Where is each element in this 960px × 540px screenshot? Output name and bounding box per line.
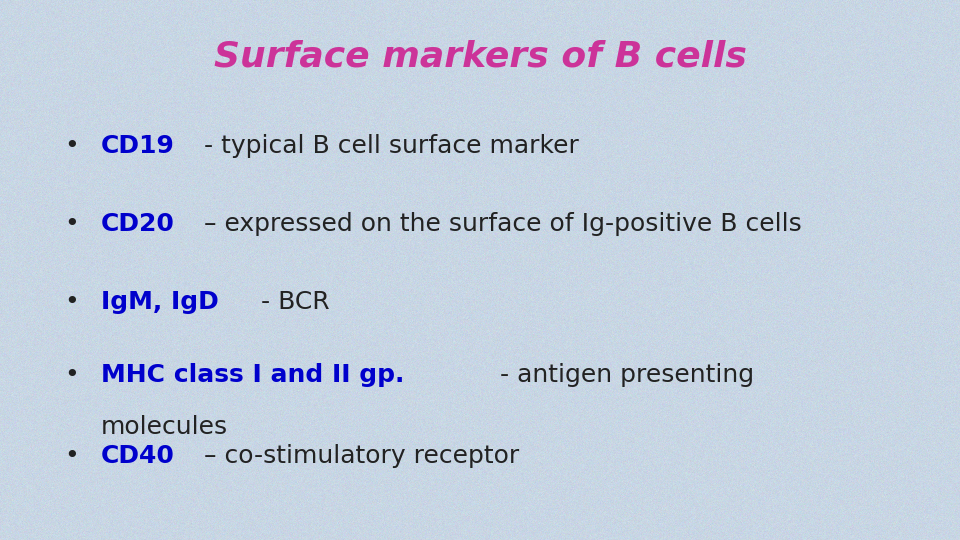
Text: - BCR: - BCR [252,291,329,314]
Text: CD20: CD20 [101,212,175,236]
Text: •: • [64,291,80,314]
Text: – expressed on the surface of Ig-positive B cells: – expressed on the surface of Ig-positiv… [196,212,802,236]
Text: - antigen presenting: - antigen presenting [492,363,755,387]
Text: MHC class I and II gp.: MHC class I and II gp. [101,363,404,387]
Text: - typical B cell surface marker: - typical B cell surface marker [196,134,579,158]
Text: CD19: CD19 [101,134,175,158]
Text: – co-stimulatory receptor: – co-stimulatory receptor [196,444,519,468]
Text: •: • [64,444,80,468]
Text: Surface markers of B cells: Surface markers of B cells [213,40,747,73]
Text: IgM, IgD: IgM, IgD [101,291,219,314]
Text: molecules: molecules [101,415,228,438]
Text: CD40: CD40 [101,444,175,468]
Text: •: • [64,363,80,387]
Text: •: • [64,212,80,236]
Text: •: • [64,134,80,158]
